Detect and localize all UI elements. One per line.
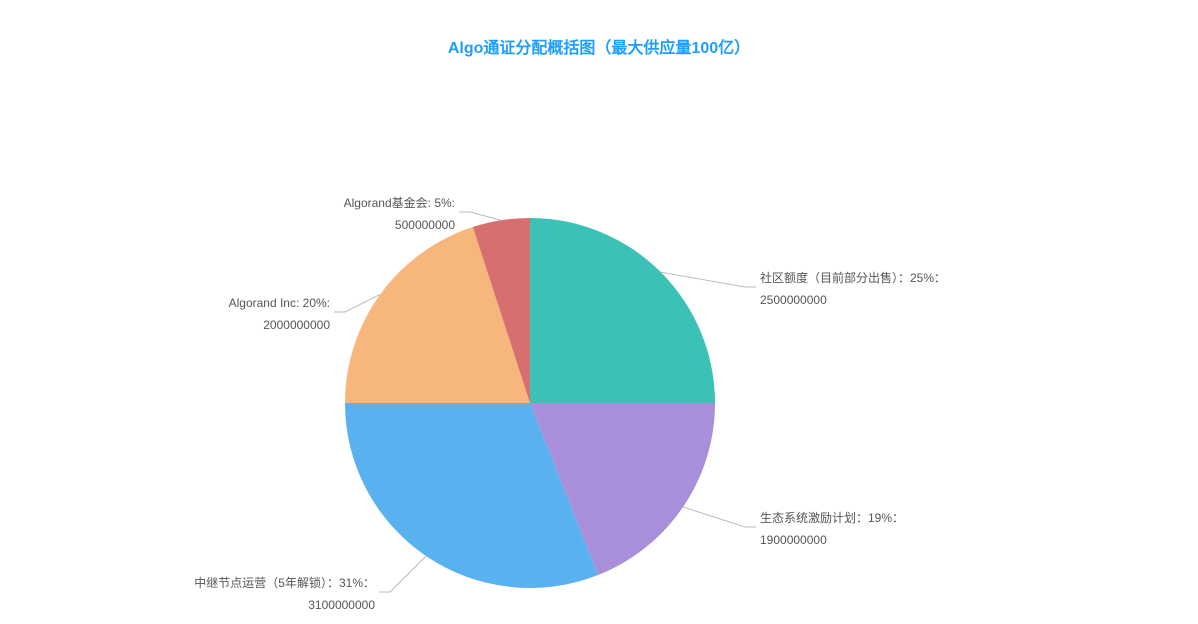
pie-slice [530, 218, 715, 403]
slice-label: 中继节点运营（5年解锁）：31%：3100000000 [194, 573, 375, 616]
slice-label-line1: 社区额度（目前部分出售）：25%： [760, 268, 946, 290]
slice-label-line1: Algorand基金会: 5%: [344, 193, 455, 215]
slice-label-line2: 2500000000 [760, 290, 946, 312]
slice-label-line1: 生态系统激励计划：19%： [760, 508, 904, 530]
slice-label-line2: 500000000 [344, 215, 455, 237]
slice-label-line2: 1900000000 [760, 530, 904, 552]
pie-chart-container: 社区额度（目前部分出售）：25%：2500000000 生态系统激励计划：19%：… [0, 58, 1198, 618]
slice-label-line1: Algorand Inc: 20%: [229, 293, 330, 315]
pie-chart-svg [0, 58, 1198, 618]
slice-label-line2: 3100000000 [194, 595, 375, 617]
slice-label: 生态系统激励计划：19%：1900000000 [760, 508, 904, 551]
slice-label: 社区额度（目前部分出售）：25%：2500000000 [760, 268, 946, 311]
slice-label-line1: 中继节点运营（5年解锁）：31%： [194, 573, 375, 595]
slice-label: Algorand Inc: 20%:2000000000 [229, 293, 330, 336]
leader-line [459, 212, 501, 220]
slice-label: Algorand基金会: 5%:500000000 [344, 193, 455, 236]
slice-label-line2: 2000000000 [229, 315, 330, 337]
chart-title: Algo通证分配概括图（最大供应量100亿） [0, 34, 1198, 58]
leader-line [379, 556, 426, 592]
leader-line [661, 272, 756, 287]
leader-line [683, 507, 756, 527]
